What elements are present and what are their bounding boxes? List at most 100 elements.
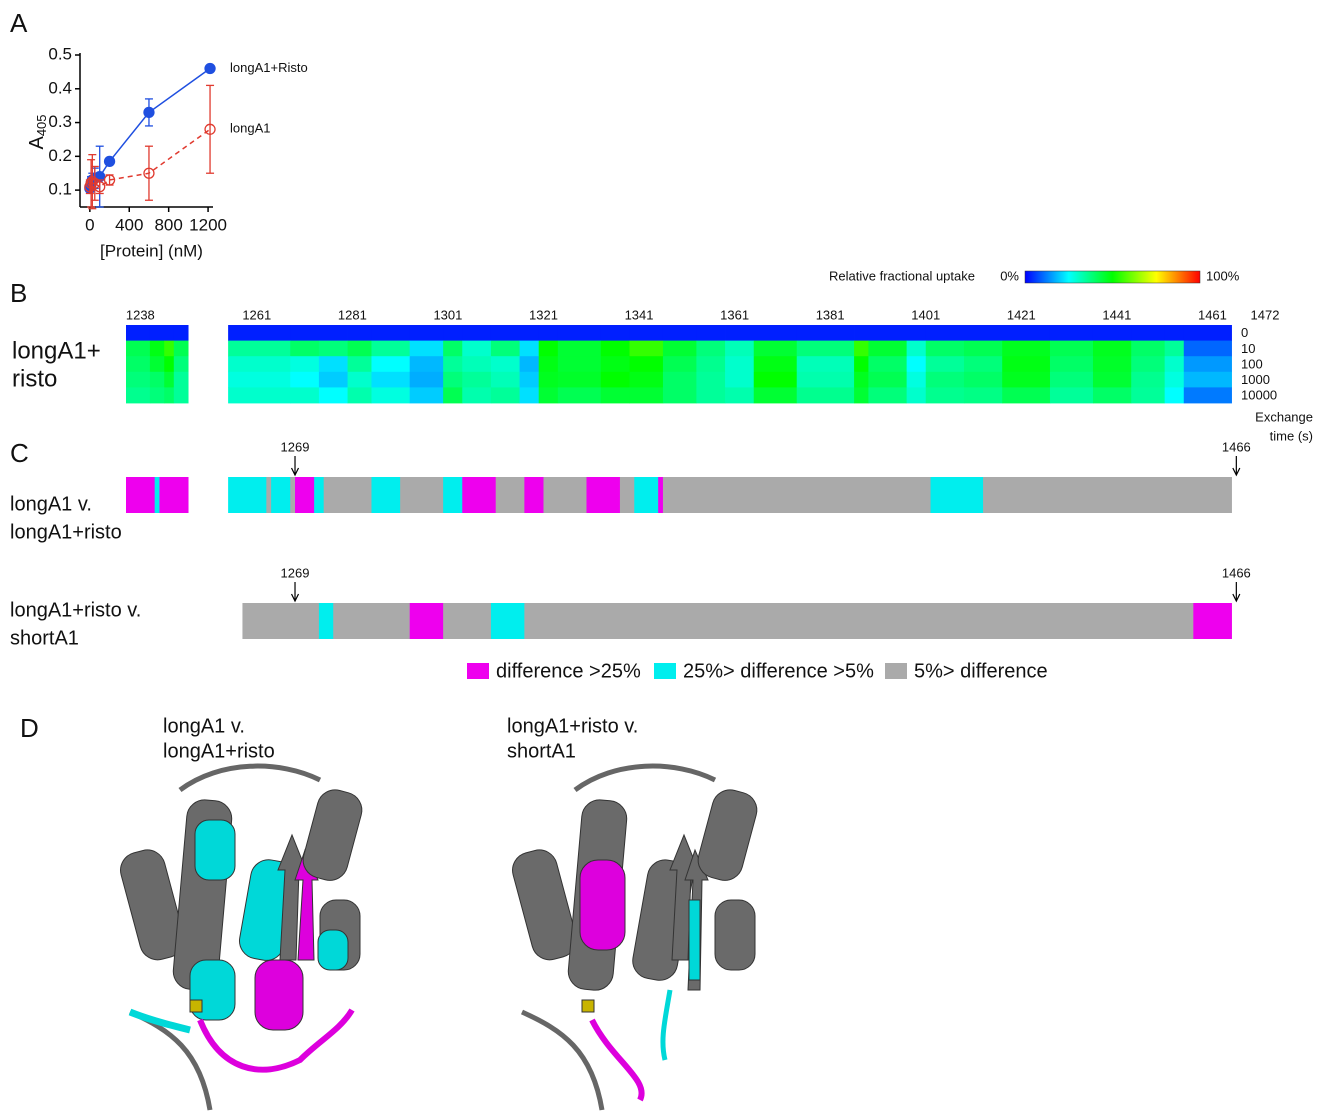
x-tick-label: 1461 — [1198, 307, 1227, 322]
difference-segment — [543, 477, 586, 513]
heatmap-cell — [1050, 341, 1093, 357]
difference-segment — [228, 477, 267, 513]
heatmap-cell — [443, 325, 463, 341]
heatmap-cell — [164, 325, 174, 341]
legend-label: difference >25% — [496, 660, 641, 682]
difference-segment — [620, 477, 635, 513]
heatmap-cell — [150, 356, 165, 372]
row-label: 10 — [1241, 341, 1255, 356]
series-line — [90, 69, 210, 189]
heatmap-cell — [629, 341, 663, 357]
heatmap-cell — [854, 387, 869, 403]
heatmap-cell — [462, 356, 491, 372]
track-label: longA1+risto v. — [10, 599, 141, 621]
heatmap-cell — [410, 325, 444, 341]
heatmap-cell — [371, 356, 410, 372]
y-tick-label: 0.2 — [48, 146, 72, 165]
difference-segment — [319, 603, 334, 639]
difference-segment — [271, 477, 291, 513]
heatmap-cell — [964, 356, 1003, 372]
heatmap-cell — [1050, 372, 1093, 388]
heatmap-cell — [174, 356, 189, 372]
difference-segment — [159, 477, 188, 513]
heatmap-cell — [558, 356, 601, 372]
heatmap-cell — [1184, 356, 1232, 372]
x-tick-label: 1261 — [242, 307, 271, 322]
heatmap-cell — [228, 325, 291, 341]
heatmap-cell — [1165, 387, 1185, 403]
heatmap-cell — [371, 387, 410, 403]
heatmap-cell — [443, 356, 463, 372]
heatmap-cell — [174, 341, 189, 357]
heatmap-cell — [290, 356, 319, 372]
heatmap-cell — [696, 356, 725, 372]
x-tick-label: 1441 — [1102, 307, 1131, 322]
heatmap-cell — [964, 372, 1003, 388]
heatmap-cell — [539, 372, 559, 388]
heatmap-cell — [1131, 372, 1165, 388]
heatmap-cell — [797, 372, 855, 388]
heatmap-cell — [868, 387, 907, 403]
x-tick-label: 1421 — [1007, 307, 1036, 322]
heatmap-cell — [854, 356, 869, 372]
heatmap-cell — [663, 387, 697, 403]
heatmap-cell — [1131, 356, 1165, 372]
heatmap-cell — [410, 387, 444, 403]
difference-segment — [586, 477, 620, 513]
heatmap-cell — [926, 387, 965, 403]
heatmap-cell — [164, 356, 174, 372]
heatmap-cell — [462, 341, 491, 357]
residue-annotation: 1466 — [1222, 565, 1251, 580]
heatmap-cell — [539, 387, 559, 403]
difference-segment — [663, 477, 931, 513]
heatmap-cell — [371, 341, 410, 357]
x-tick-label: 1200 — [189, 215, 227, 234]
y-axis-label: A405 — [26, 114, 49, 149]
heatmap-cell — [754, 325, 797, 341]
figure: A B C D longA1 v. longA1+risto longA1+ri… — [0, 0, 1331, 1117]
axis-title: Exchange — [1255, 409, 1313, 424]
heatmap-cell — [319, 372, 348, 388]
heatmap-cell — [725, 387, 754, 403]
heatmap-cell — [1165, 341, 1185, 357]
heatmap-cell — [462, 387, 491, 403]
heatmap-cell — [520, 341, 540, 357]
heatmap-cell — [854, 372, 869, 388]
structure-title: longA1+risto — [163, 740, 275, 762]
difference-segment — [658, 477, 663, 513]
heatmap-cell — [907, 372, 927, 388]
heatmap-cell — [558, 325, 601, 341]
heatmap-cell — [491, 325, 520, 341]
heatmap-cell — [601, 387, 630, 403]
heatmap-cell — [290, 387, 319, 403]
heatmap-cell — [520, 356, 540, 372]
heatmap-cell — [174, 387, 189, 403]
heatmap-cell — [1002, 356, 1050, 372]
heatmap-cell — [964, 387, 1003, 403]
legend-label: 25%> difference >5% — [683, 660, 874, 682]
heatmap-cell — [854, 325, 869, 341]
heatmap-cell — [290, 325, 319, 341]
protein-cartoon — [509, 766, 761, 1110]
panel-letter: D — [20, 713, 39, 743]
x-tick-label: 1341 — [625, 307, 654, 322]
heatmap-cell — [663, 356, 697, 372]
heatmap-cell — [1131, 341, 1165, 357]
heatmap-cell — [1050, 387, 1093, 403]
heatmap-cell — [462, 325, 491, 341]
row-label: 0 — [1241, 325, 1248, 340]
heatmap-cell — [164, 341, 174, 357]
heatmap-cell — [410, 341, 444, 357]
difference-segment — [290, 477, 295, 513]
difference-segment — [324, 477, 372, 513]
heatmap-cell — [696, 325, 725, 341]
panel-letter: A — [10, 8, 28, 38]
difference-segment — [462, 477, 496, 513]
residue-annotation: 1269 — [281, 565, 310, 580]
heatmap-cell — [491, 372, 520, 388]
heatmap-cell — [462, 372, 491, 388]
heatmap-cell — [1002, 387, 1050, 403]
heatmap-cell — [410, 356, 444, 372]
heatmap-cell — [558, 341, 601, 357]
heatmap-cell — [558, 387, 601, 403]
